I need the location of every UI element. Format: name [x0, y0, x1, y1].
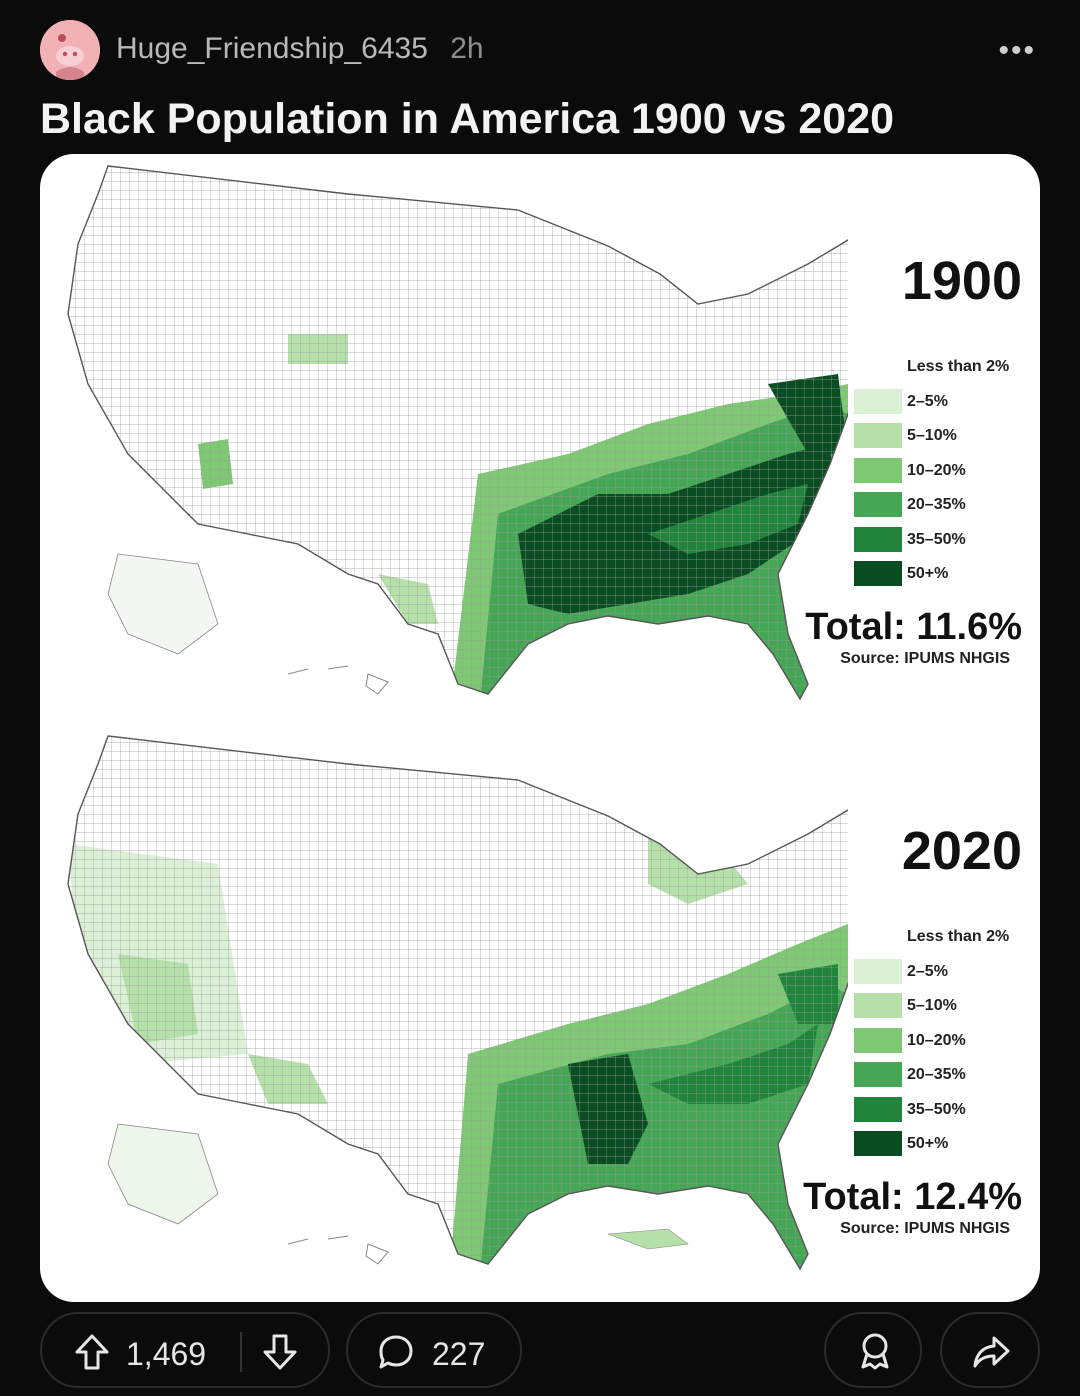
vote-control: 1,469 — [40, 1312, 330, 1388]
legend-label: 20–35% — [907, 496, 966, 513]
vote-divider — [240, 1332, 242, 1372]
legend-label: Less than 2% — [907, 358, 1010, 375]
post-image[interactable]: 1900 Less than 2% 2–5% 5–10% 10–20% 20–3… — [40, 154, 1040, 1302]
comment-count: 227 — [432, 1336, 486, 1372]
legend-swatch — [854, 457, 902, 483]
legend-item: 10–20% — [854, 1027, 1030, 1063]
legend-item: 2–5% — [854, 388, 1030, 424]
share-icon — [973, 1336, 1010, 1368]
post-time: 2h — [450, 32, 484, 65]
downvote-icon[interactable] — [260, 1332, 300, 1372]
post-actions-bar: 1,469 227 — [40, 1312, 1040, 1388]
legend-item: 2–5% — [854, 958, 1030, 994]
legend-swatch — [854, 1027, 902, 1053]
source-1900: Source: IPUMS NHGIS — [840, 650, 1010, 667]
legend-label: 2–5% — [907, 392, 948, 410]
legend-item: Less than 2% — [854, 354, 1030, 389]
legend-swatch — [854, 1062, 902, 1087]
legend-item: 5–10% — [854, 423, 1030, 458]
legend-label: 10–20% — [907, 1031, 966, 1049]
legend-swatch — [854, 354, 902, 379]
total-1900: Total: 11.6% — [805, 606, 1022, 648]
upvote-count: 1,469 — [126, 1336, 207, 1372]
us-county-map-2020 — [67, 735, 848, 1271]
more-options-icon[interactable]: ••• — [998, 34, 1036, 67]
legend-item: 35–50% — [854, 526, 1030, 562]
post-header: Huge_Friendship_6435 2h ••• — [40, 18, 1040, 80]
map-panel-2020: 2020 Less than 2% 2–5% 5–10% 10–20% 20–3… — [40, 724, 1040, 1294]
legend-item: 50+% — [854, 1131, 1030, 1166]
legend-label: 50+% — [907, 565, 949, 582]
legend-swatch — [854, 492, 902, 517]
award-icon — [861, 1333, 889, 1370]
source-2020: Source: IPUMS NHGIS — [840, 1220, 1010, 1237]
legend-item: 50+% — [854, 561, 1030, 596]
legend-2020: Less than 2% 2–5% 5–10% 10–20% 20–35% 35… — [854, 924, 1030, 1166]
snoo-avatar-icon — [40, 20, 100, 80]
legend-label: 5–10% — [907, 997, 957, 1014]
user-avatar[interactable] — [40, 20, 100, 80]
legend-swatch — [854, 958, 902, 984]
legend-label: 35–50% — [907, 530, 966, 548]
legend-swatch — [854, 924, 902, 949]
award-button[interactable] — [824, 1312, 922, 1388]
comment-icon — [379, 1335, 413, 1369]
map-year-2020: 2020 — [901, 821, 1022, 881]
share-button[interactable] — [940, 1312, 1040, 1388]
legend-swatch — [854, 423, 902, 448]
legend-item: 35–50% — [854, 1096, 1030, 1132]
total-2020: Total: 12.4% — [803, 1176, 1022, 1218]
post-title: Black Population in America 1900 vs 2020 — [40, 95, 895, 143]
map-year-1900: 1900 — [901, 251, 1022, 311]
legend-swatch — [854, 1096, 902, 1122]
post-username[interactable]: Huge_Friendship_6435 — [116, 32, 428, 65]
legend-item: 5–10% — [854, 993, 1030, 1028]
upvote-icon[interactable] — [72, 1332, 112, 1372]
legend-swatch — [854, 526, 902, 552]
legend-label: Less than 2% — [907, 928, 1010, 945]
legend-item: 10–20% — [854, 457, 1030, 493]
legend-swatch — [854, 1131, 902, 1156]
legend-1900: Less than 2% 2–5% 5–10% 10–20% 20–35% 35… — [854, 354, 1030, 596]
legend-swatch — [854, 388, 902, 414]
comments-button[interactable]: 227 — [346, 1312, 522, 1388]
legend-label: 5–10% — [907, 427, 957, 444]
legend-item: 20–35% — [854, 492, 1030, 527]
legend-label: 50+% — [907, 1135, 949, 1152]
legend-label: 35–50% — [907, 1100, 966, 1118]
legend-swatch — [854, 561, 902, 586]
legend-label: 20–35% — [907, 1066, 966, 1083]
legend-swatch — [854, 993, 902, 1018]
legend-item: 20–35% — [854, 1062, 1030, 1097]
legend-label: 10–20% — [907, 461, 966, 479]
map-panel-1900: 1900 Less than 2% 2–5% 5–10% 10–20% 20–3… — [40, 154, 1040, 724]
legend-label: 2–5% — [907, 962, 948, 980]
legend-item: Less than 2% — [854, 924, 1030, 959]
us-county-map-1900 — [67, 165, 848, 701]
